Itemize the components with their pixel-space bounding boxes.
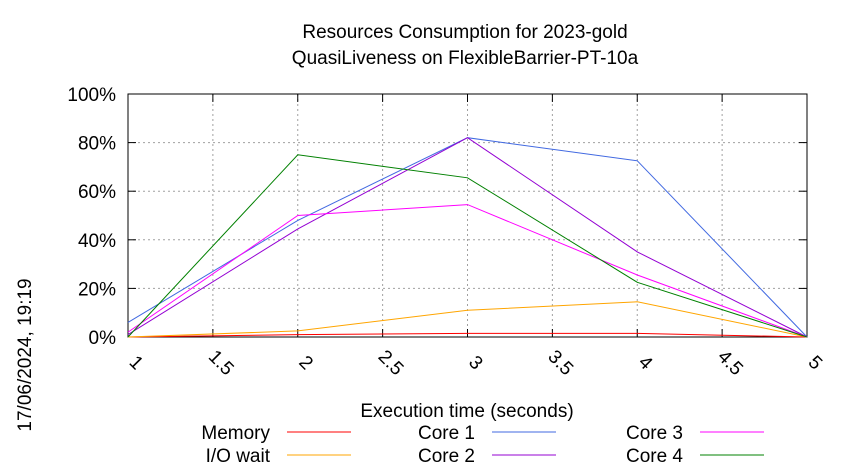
series-line-memory xyxy=(127,332,808,338)
y-tick-label: 20% xyxy=(78,279,116,300)
axes: 0% 20% 40% 60% 80% 100% 1 1.5 2 2.5 3 3.5 4 4.5 5 xyxy=(67,85,826,380)
series-line-core-3 xyxy=(127,204,808,338)
y-tick-label: 40% xyxy=(78,231,116,252)
x-tick-label: 5 xyxy=(804,352,826,374)
x-tick-label: 3 xyxy=(464,352,486,374)
x-tick-label: 1.5 xyxy=(204,346,238,380)
legend-label: Core 1 xyxy=(418,423,475,444)
x-tick-label: 1 xyxy=(125,352,147,374)
x-tick-label: 3.5 xyxy=(543,346,577,380)
legend-label: I/O wait xyxy=(206,446,271,467)
y-tick-label: 100% xyxy=(67,85,116,106)
series-line-core-4 xyxy=(127,154,808,338)
series-line-core-2 xyxy=(127,137,808,338)
grid xyxy=(127,93,808,338)
x-tick-label: 4 xyxy=(634,352,657,375)
chart-title: Resources Consumption for 2023-gold xyxy=(302,22,627,43)
x-tick-label: 4.5 xyxy=(713,346,747,380)
y-tick-label: 0% xyxy=(89,328,117,349)
x-axis-label: Execution time (seconds) xyxy=(360,401,573,422)
series-lines xyxy=(127,137,808,338)
legend-label: Memory xyxy=(201,423,270,444)
chart-subtitle: QuasiLiveness on FlexibleBarrier-PT-10a xyxy=(292,48,639,69)
series-line-i-o-wait xyxy=(127,301,808,338)
y-tick-label: 80% xyxy=(78,134,116,155)
legend-label: Core 3 xyxy=(626,423,683,444)
legend-label: Core 4 xyxy=(626,446,683,467)
y-tick-label: 60% xyxy=(78,182,116,203)
legend-label: Core 2 xyxy=(418,446,475,467)
x-tick-label: 2 xyxy=(294,352,316,374)
timestamp-label: 17/06/2024, 19:19 xyxy=(15,278,36,431)
x-tick-label: 2.5 xyxy=(374,346,408,380)
series-line-core-1 xyxy=(127,137,808,338)
plot-border xyxy=(127,93,808,338)
